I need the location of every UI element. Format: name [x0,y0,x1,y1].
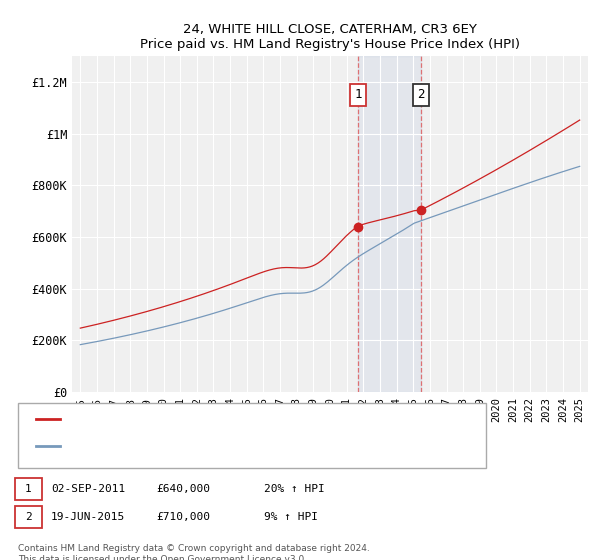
HPI: Average price, detached house, Tandridge: (2.02e+03, 8.73e+05): Average price, detached house, Tandridge… [576,163,583,170]
24, WHITE HILL CLOSE, CATERHAM, CR3 6EY (detached house) [251,272,258,279]
Text: 24, WHITE HILL CLOSE, CATERHAM, CR3 6EY (detached house): 24, WHITE HILL CLOSE, CATERHAM, CR3 6EY … [66,417,392,427]
HPI: Average price, detached house, Tandridge: (2e+03, 1.83e+05): Average price, detached house, Tandridge… [77,341,84,348]
Text: 9% ↑ HPI: 9% ↑ HPI [264,512,318,522]
Text: £710,000: £710,000 [156,512,210,522]
Line: HPI: Average price, detached house, Tandridge: HPI: Average price, detached house, Tand… [80,166,580,344]
Text: 2: 2 [25,512,32,522]
Text: 2: 2 [417,88,425,101]
24, WHITE HILL CLOSE, CATERHAM, CR3 6EY (detached house) [138,310,145,316]
Text: 02-SEP-2011: 02-SEP-2011 [51,484,125,494]
Line: 24, WHITE HILL CLOSE, CATERHAM, CR3 6EY (detached house): 24, WHITE HILL CLOSE, CATERHAM, CR3 6EY … [80,120,580,328]
Bar [358,56,421,392]
Text: 20% ↑ HPI: 20% ↑ HPI [264,484,325,494]
HPI: Average price, detached house, Tandridge: (2.02e+03, 8.39e+05): Average price, detached house, Tandridge… [548,172,556,179]
HPI: Average price, detached house, Tandridge: (2e+03, 3.23e+05): Average price, detached house, Tandridge… [226,305,233,312]
HPI: Average price, detached house, Tandridge: (2e+03, 3.44e+05): Average price, detached house, Tandridge… [242,300,250,306]
24, WHITE HILL CLOSE, CATERHAM, CR3 6EY (detached house) [226,282,233,288]
HPI: Average price, detached house, Tandridge: (2e+03, 2.31e+05): Average price, detached house, Tandridge… [138,329,145,335]
24, WHITE HILL CLOSE, CATERHAM, CR3 6EY (detached house) [242,275,250,282]
Title: 24, WHITE HILL CLOSE, CATERHAM, CR3 6EY
Price paid vs. HM Land Registry's House : 24, WHITE HILL CLOSE, CATERHAM, CR3 6EY … [140,22,520,50]
24, WHITE HILL CLOSE, CATERHAM, CR3 6EY (detached house) [295,265,302,272]
Text: 19-JUN-2015: 19-JUN-2015 [51,512,125,522]
24, WHITE HILL CLOSE, CATERHAM, CR3 6EY (detached house) [77,325,84,332]
HPI: Average price, detached house, Tandridge: (2.01e+03, 3.55e+05): Average price, detached house, Tandridge… [251,297,258,304]
Text: £640,000: £640,000 [156,484,210,494]
Text: 1: 1 [25,484,32,494]
Text: Contains HM Land Registry data © Crown copyright and database right 2024.
This d: Contains HM Land Registry data © Crown c… [18,544,370,560]
24, WHITE HILL CLOSE, CATERHAM, CR3 6EY (detached house) [576,116,583,123]
Text: HPI: Average price, detached house, Tandridge: HPI: Average price, detached house, Tand… [66,443,310,453]
HPI: Average price, detached house, Tandridge: (2.01e+03, 3.82e+05): Average price, detached house, Tandridge… [295,290,302,297]
Text: 1: 1 [354,88,362,101]
24, WHITE HILL CLOSE, CATERHAM, CR3 6EY (detached house) [548,134,556,141]
